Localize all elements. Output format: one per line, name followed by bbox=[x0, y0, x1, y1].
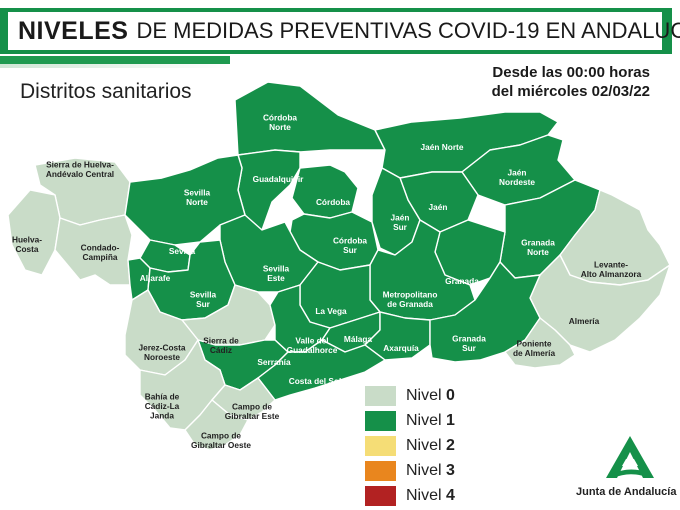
legend-item-nivel-4: Nivel 4 bbox=[365, 483, 455, 508]
district-label-cordoba: Córdoba bbox=[316, 197, 350, 207]
legend-swatch bbox=[365, 460, 396, 481]
legend-item-nivel-0: Nivel 0 bbox=[365, 383, 455, 408]
district-label-sierra-de-huelva-andevalo-central: Sierra de Huelva-Andévalo Central bbox=[46, 159, 114, 179]
brand: Junta de Andalucía bbox=[570, 432, 680, 502]
district-label-almeria: Almería bbox=[569, 316, 600, 326]
district-granada-sur bbox=[429, 261, 541, 363]
junta-de-andalucia-logo-icon bbox=[606, 436, 654, 478]
brand-name: Junta de Andalucía bbox=[576, 486, 677, 498]
district-label-granada: Granada bbox=[445, 276, 479, 286]
district-label-campo-de-gibraltar-este: Campo de Gibraltar Este bbox=[225, 401, 280, 421]
district-label-jerez-costa-noroeste: Jerez-Costa Noroeste bbox=[138, 342, 185, 362]
legend-swatch bbox=[365, 485, 396, 506]
legend-label: Nivel 3 bbox=[406, 461, 455, 479]
district-label-la-vega: La Vega bbox=[315, 306, 347, 316]
district-label-aljarafe: Aljarafe bbox=[140, 273, 171, 283]
district-label-serrania: Serranía bbox=[257, 357, 291, 367]
subtitle: Distritos sanitarios bbox=[20, 80, 192, 103]
title-bar: NIVELES DE MEDIDAS PREVENTIVAS COVID-19 … bbox=[0, 8, 680, 54]
district-label-costa-del-sol: Costa del Sol bbox=[289, 376, 342, 386]
district-cordoba bbox=[291, 164, 359, 219]
district-cordoba-norte bbox=[234, 81, 386, 156]
accent-strip bbox=[0, 56, 230, 64]
legend-swatch bbox=[365, 385, 396, 406]
district-label-granada-norte: Granada Norte bbox=[521, 237, 555, 257]
district-label-sierra-de-cadiz: Sierra de Cádiz bbox=[203, 335, 239, 355]
legend-item-nivel-1: Nivel 1 bbox=[365, 408, 455, 433]
district-label-bahia-de-cadiz-la-janda: Bahía de Cádiz-La Janda bbox=[145, 392, 180, 421]
legend-item-nivel-3: Nivel 3 bbox=[365, 458, 455, 483]
district-label-cordoba-norte: Córdoba Norte bbox=[263, 112, 297, 132]
district-label-jaen-norte: Jaén Norte bbox=[421, 142, 464, 152]
district-label-levante-alto-almanzora: Levante-Alto Almanzora bbox=[581, 259, 642, 279]
district-label-sevilla-sur: Sevilla Sur bbox=[190, 289, 217, 309]
header: NIVELES DE MEDIDAS PREVENTIVAS COVID-19 … bbox=[0, 0, 680, 68]
accent-strip-fade bbox=[0, 64, 230, 68]
legend: Nivel 0 Nivel 1 Nivel 2 Nivel 3 Nivel 4 bbox=[365, 383, 455, 508]
district-label-axarquia: Axarquía bbox=[383, 343, 419, 353]
district-label-sevilla-norte: Sevilla Norte bbox=[184, 187, 211, 207]
district-label-campo-de-gibraltar-oeste: Campo de Gibraltar Oeste bbox=[191, 430, 251, 450]
title-rest: DE MEDIDAS PREVENTIVAS COVID-19 EN ANDAL… bbox=[136, 18, 680, 43]
district-label-huelva-costa: Huelva-Costa bbox=[12, 234, 42, 254]
district-label-jaen-nordeste: Jaén Nordeste bbox=[499, 167, 535, 187]
legend-label: Nivel 4 bbox=[406, 486, 455, 504]
district-label-malaga: Málaga bbox=[344, 334, 373, 344]
district-axarquia bbox=[364, 311, 431, 361]
district-huelva-costa bbox=[7, 189, 61, 276]
district-label-cordoba-sur: Córdoba Sur bbox=[333, 235, 367, 255]
district-label-poniente-de-almeria: Poniente de Almería bbox=[513, 338, 556, 358]
legend-swatch bbox=[365, 435, 396, 456]
title-box: NIVELES DE MEDIDAS PREVENTIVAS COVID-19 … bbox=[8, 12, 680, 50]
district-campo-de-gibraltar-oeste bbox=[184, 399, 249, 451]
legend-label: Nivel 1 bbox=[406, 411, 455, 429]
district-labels: Córdoba Norte Guadalquivir Córdoba Córdoba Su… bbox=[12, 112, 642, 450]
district-poniente-de-almeria bbox=[504, 317, 576, 369]
district-label-sevilla-este: Sevilla Este bbox=[263, 263, 290, 283]
district-label-jaen-sur: Jaén Sur bbox=[391, 212, 410, 232]
date-line-2: del miércoles 02/03/22 bbox=[491, 83, 650, 100]
legend-swatch bbox=[365, 410, 396, 431]
legend-label: Nivel 0 bbox=[406, 386, 455, 404]
district-regions bbox=[7, 81, 671, 451]
district-label-condado-campina: Condado-Campiña bbox=[81, 242, 120, 262]
legend-item-nivel-2: Nivel 2 bbox=[365, 433, 455, 458]
date-line-1: Desde las 00:00 horas bbox=[492, 64, 650, 81]
title-bold: NIVELES bbox=[18, 16, 129, 45]
district-label-valle-del-guadalhorce: Valle del Guadalhorce bbox=[287, 335, 338, 355]
legend-label: Nivel 2 bbox=[406, 436, 455, 454]
district-label-jaen: Jaén bbox=[429, 202, 448, 212]
district-label-sevilla: Sevilla bbox=[169, 246, 196, 256]
andalucia-map: Córdoba Norte Guadalquivir Córdoba Córdoba Su… bbox=[7, 81, 671, 451]
district-label-granada-sur: Granada Sur bbox=[452, 333, 486, 353]
district-label-metropolitano-de-granada: Metropolitano de Granada bbox=[383, 289, 438, 309]
district-label-guadalquivir: Guadalquivir bbox=[253, 174, 304, 184]
